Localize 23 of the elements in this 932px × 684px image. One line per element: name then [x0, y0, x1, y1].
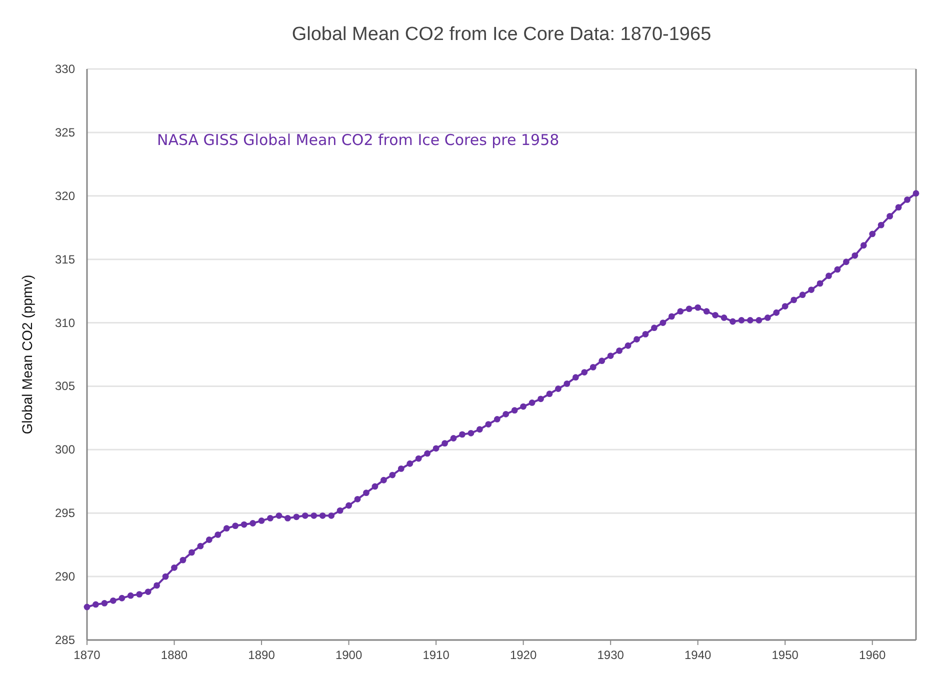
y-tick-label: 285 [54, 633, 76, 647]
y-tick-label: 300 [54, 442, 76, 457]
x-tick-label: 1900 [335, 648, 362, 662]
x-tick-label: 1870 [74, 648, 101, 662]
x-tick-label: 1940 [684, 648, 712, 662]
text: NASA GISS Global Mean CO2 from Ice Cores pre 1958 [157, 131, 560, 150]
x-tick-label: 1960 [859, 648, 886, 662]
y-tick-label: 320 [54, 188, 76, 203]
x-tick-label: 1880 [160, 648, 188, 662]
y-tick-label: 310 [54, 316, 76, 330]
x-tick-label: 1890 [248, 648, 276, 662]
y-tick-label: 290 [54, 570, 76, 584]
x-tick-label: 1950 [772, 648, 799, 662]
y-axis-title: Global Mean CO2 (ppmv) [19, 274, 35, 434]
y-tick-label: 305 [54, 379, 76, 394]
x-tick-label: 1920 [510, 648, 537, 662]
y-tick-label: 315 [54, 252, 76, 266]
y-tick-label: 325 [54, 125, 76, 140]
chart-title: Global Mean CO2 from Ice Core Data: 1870-1965 [292, 24, 712, 45]
y-tick-label: 295 [54, 506, 76, 520]
x-tick-label: 1930 [597, 648, 624, 662]
x-tick-label: 1910 [422, 648, 450, 662]
y-tick-label: 330 [54, 62, 76, 76]
